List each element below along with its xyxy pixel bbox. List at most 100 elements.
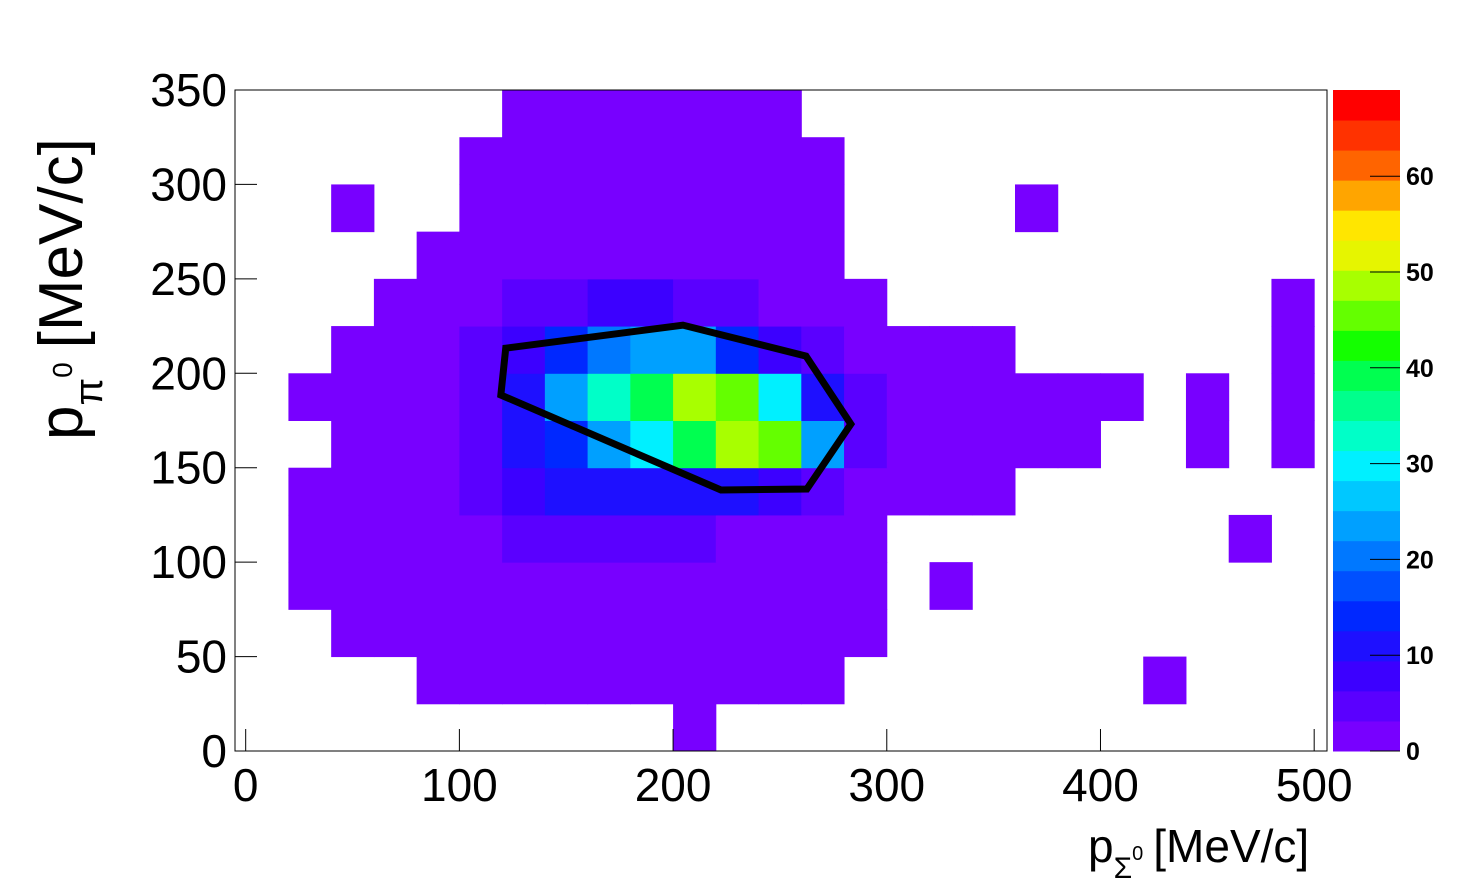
cell: [416, 609, 460, 658]
z-tick-label: 20: [1406, 546, 1434, 574]
cell: [1271, 562, 1314, 610]
y-tick-label: 100: [150, 536, 227, 588]
cell: [758, 137, 802, 185]
cell: [1271, 609, 1314, 657]
y-tick-label: 300: [150, 158, 227, 210]
cell: [1143, 184, 1186, 232]
cell: [630, 137, 674, 185]
y-tick-label: 0: [201, 725, 227, 777]
palette-band: [1333, 480, 1400, 512]
cell: [1185, 373, 1230, 421]
x-label-main: p: [1088, 820, 1114, 872]
cell: [1271, 468, 1314, 516]
palette-band: [1333, 150, 1400, 181]
cell: [1143, 704, 1186, 752]
cell: [887, 562, 930, 610]
palette-band: [1333, 240, 1400, 271]
z-tick-label: 30: [1406, 451, 1434, 479]
y-label-unit: [MeV/c]: [27, 138, 96, 348]
cell: [844, 232, 887, 280]
cell: [288, 514, 332, 563]
cell: [1100, 90, 1143, 138]
cell: [715, 562, 760, 610]
cell: [331, 420, 375, 469]
cell: [373, 278, 418, 327]
x-tick-label: 100: [421, 759, 498, 811]
y-tick-label: 200: [150, 347, 227, 399]
cell: [416, 467, 460, 516]
cell: [1229, 232, 1272, 280]
cell: [972, 562, 1015, 610]
cell: [1271, 232, 1314, 280]
cell: [972, 515, 1015, 563]
cell: [930, 609, 973, 657]
cell: [246, 515, 289, 563]
cell: [416, 514, 460, 563]
x-tick-label: 0: [233, 759, 259, 811]
cell: [1015, 373, 1059, 421]
cell: [630, 184, 674, 233]
cell: [1186, 609, 1229, 657]
z-tick-label: 10: [1406, 642, 1434, 670]
cell: [417, 90, 460, 138]
cell: [887, 704, 930, 752]
cell: [587, 467, 631, 516]
cell: [1186, 184, 1229, 232]
cell: [1271, 657, 1314, 705]
cell: [288, 609, 331, 657]
cell: [1100, 184, 1143, 232]
cell: [1143, 90, 1186, 138]
cell: [246, 468, 289, 516]
cell: [972, 279, 1015, 327]
cell: [587, 514, 631, 563]
cell: [1058, 704, 1101, 752]
cell: [331, 326, 375, 374]
cell: [1015, 137, 1058, 185]
cell: [801, 514, 845, 563]
cell: [715, 90, 760, 138]
cell: [331, 232, 374, 280]
cell: [758, 609, 802, 658]
cell: [630, 231, 674, 280]
cell: [246, 90, 289, 138]
cell: [502, 231, 546, 280]
cell: [1271, 515, 1314, 563]
palette-band: [1333, 210, 1400, 241]
cell: [1186, 232, 1229, 280]
cell: [673, 184, 717, 233]
palette-band: [1333, 690, 1400, 722]
cell: [544, 467, 589, 516]
x-tick-label: 200: [635, 759, 712, 811]
cell: [887, 279, 930, 327]
cell: [972, 90, 1015, 138]
cell: [844, 278, 888, 327]
cell: [373, 467, 418, 516]
cell: [587, 137, 631, 185]
cell: [1058, 184, 1101, 232]
cell: [502, 656, 546, 705]
cell: [459, 137, 503, 185]
y-label-main: p: [27, 406, 96, 440]
cell: [246, 657, 289, 705]
x-tick-label: 500: [1276, 759, 1353, 811]
cell: [1143, 468, 1186, 516]
cell: [459, 656, 503, 705]
cell: [1058, 279, 1101, 327]
cell: [1143, 279, 1186, 327]
cells: [246, 90, 1315, 752]
cell: [544, 514, 589, 563]
cell: [972, 137, 1015, 185]
cell: [1143, 515, 1186, 563]
cell: [758, 420, 802, 469]
cell: [844, 657, 887, 705]
palette-band: [1333, 390, 1400, 421]
cell: [459, 467, 503, 516]
cell: [930, 657, 973, 705]
cell: [1015, 232, 1058, 280]
cell: [801, 704, 844, 752]
cell: [416, 420, 460, 469]
cell: [1229, 90, 1272, 138]
cell: [1100, 326, 1143, 374]
cell: [416, 326, 460, 374]
cell: [1057, 420, 1101, 469]
